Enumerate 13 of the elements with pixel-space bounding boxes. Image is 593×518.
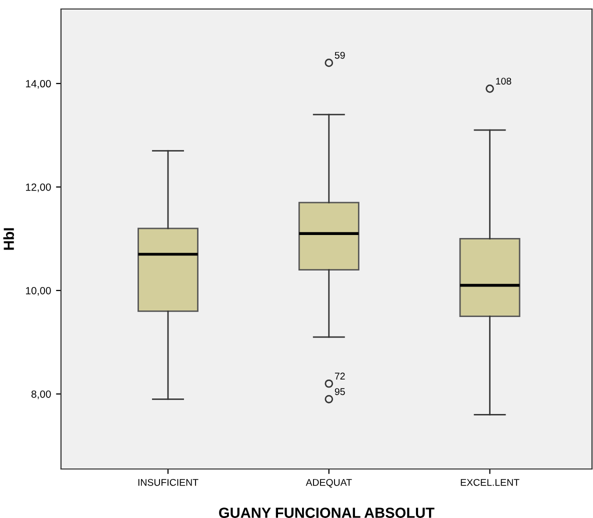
annotation: 72 [334, 372, 345, 380]
x-axis-title: GUANY FUNCIONAL ABSOLUT [219, 508, 434, 518]
x-tick-label: INSUFICIENT [138, 478, 198, 486]
y-tick-label: 14,00 [26, 80, 51, 89]
annotation: 108 [496, 78, 512, 85]
y-tick-label: 12,00 [26, 184, 51, 192]
y-axis-title: HbI [3, 228, 14, 250]
x-tick-label: ADEQUAT [306, 478, 352, 488]
y-tick-label: 8,00 [31, 390, 51, 400]
annotation: 59 [334, 52, 345, 59]
annotation: 95 [334, 388, 345, 396]
x-tick-label: EXCEL.LENT [460, 478, 520, 486]
y-tick-label: 10,00 [26, 286, 51, 296]
